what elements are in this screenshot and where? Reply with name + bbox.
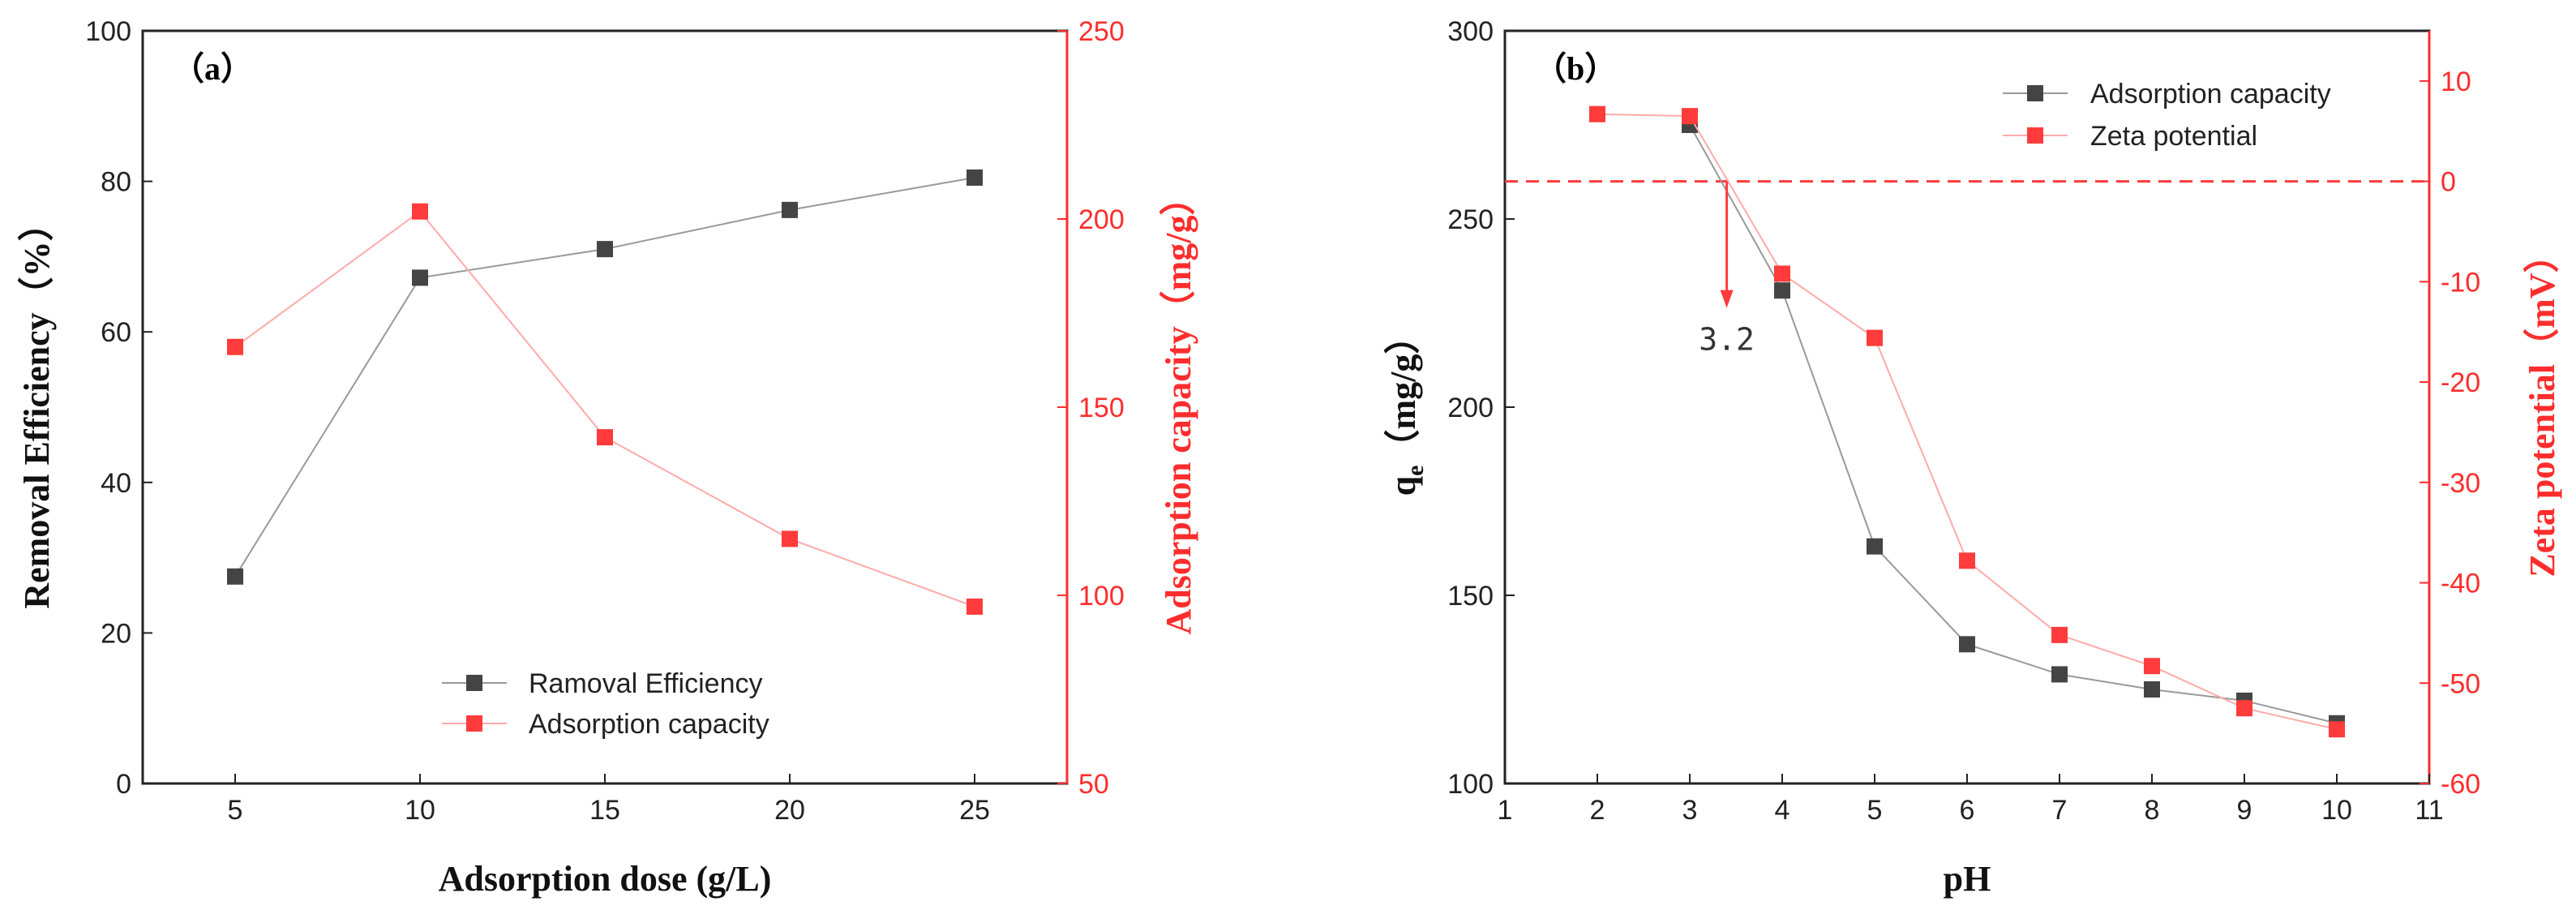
y-right-tick-label-a-2: 150	[1078, 393, 1125, 423]
x-tick-label-a-0: 5	[228, 795, 243, 826]
panel-b-left-axis-title-sub: e	[1402, 466, 1429, 476]
data-point-b-0-1	[1774, 282, 1790, 299]
legend-b-marker-2	[2027, 127, 2043, 144]
y-right-tick-label-b-2: -40	[2441, 569, 2480, 599]
y-left-tick-label-b-1: 150	[1447, 581, 1494, 612]
panel-b-frame	[1503, 29, 2431, 785]
panel-b-series	[1505, 105, 2429, 738]
panel-a-left-axis-title: Removal Efficiency（%）	[17, 205, 57, 608]
legend-a-label-2: Adsorption capacity	[529, 709, 769, 740]
panel-b: 1 2 3 4 5 6 7 8 9 10 11100150200250300-60-50-40-30…	[1383, 16, 2562, 899]
legend-a-marker-1	[466, 675, 482, 691]
x-tick-label-b-4: 5	[1867, 795, 1883, 826]
y-right-tick-label-a-0: 50	[1078, 769, 1109, 800]
data-point-b-1-3	[1867, 329, 1883, 346]
data-point-b-0-4	[2051, 666, 2068, 683]
x-tick-label-b-10: 11	[2415, 795, 2443, 826]
legend-b-label-2: Zeta potential	[2090, 121, 2257, 152]
legend-a-marker-2	[466, 715, 482, 732]
y-left-tick-label-b-2: 200	[1447, 393, 1494, 423]
panel-a-series	[227, 169, 983, 615]
data-point-a-1-3	[782, 530, 798, 547]
legend-a-label-1: Ramoval Efficiency	[529, 668, 763, 699]
data-point-a-0-0	[227, 568, 243, 585]
data-point-b-1-0	[1589, 105, 1605, 122]
data-point-b-1-5	[2051, 626, 2068, 643]
legend-b-marker-1	[2027, 85, 2043, 101]
data-point-b-0-3	[1959, 636, 1975, 653]
y-right-tick-label-b-5: -10	[2441, 267, 2480, 298]
panel-b-left-axis-title: qe（mg/g）	[1383, 319, 1429, 496]
x-tick-label-a-1: 10	[405, 795, 435, 826]
y-right-tick-label-a-3: 200	[1078, 204, 1125, 235]
ph-zero-point-annotation: 3.2	[1699, 322, 1755, 358]
panel-a-x-axis-title: Adsorption dose (g/L)	[439, 859, 772, 899]
annotation-arrow-head	[1720, 290, 1734, 308]
panel-b-legend: Adsorption capacity Zeta potential	[2003, 79, 2331, 152]
data-point-a-0-1	[412, 269, 428, 286]
x-tick-label-b-1: 2	[1590, 795, 1605, 826]
series-line-b-0	[1689, 124, 2338, 724]
y-left-tick-label-a-5: 100	[85, 16, 131, 47]
x-tick-label-b-2: 3	[1682, 795, 1698, 826]
data-point-b-0-2	[1867, 538, 1883, 555]
x-tick-label-b-7: 8	[2145, 795, 2160, 826]
data-point-a-0-4	[967, 169, 983, 186]
panel-b-left-axis-title-q: q	[1383, 475, 1423, 496]
data-point-b-1-6	[2144, 658, 2160, 675]
panel-a-label: （a）	[172, 50, 253, 87]
data-point-b-1-2	[1774, 265, 1790, 282]
panel-b-x-axis-title: pH	[1944, 859, 1991, 899]
series-line-a-0	[234, 176, 975, 577]
y-right-tick-label-a-4: 250	[1078, 16, 1125, 47]
x-tick-label-b-5: 6	[1960, 795, 1975, 826]
panel-b-ticks: 1 2 3 4 5 6 7 8 9 10 11100150200250300-60-50-40-30…	[1447, 16, 2480, 826]
y-left-tick-label-a-1: 20	[101, 618, 131, 649]
x-tick-label-b-6: 7	[2052, 795, 2068, 826]
x-tick-label-a-4: 25	[959, 795, 990, 826]
panel-b-left-axis-title-unit: （mg/g）	[1383, 319, 1423, 466]
data-point-b-1-7	[2236, 700, 2252, 717]
data-point-b-0-5	[2144, 681, 2160, 698]
panel-b-label: （b）	[1534, 50, 1617, 87]
panel-a-right-axis-title: Adsorption capacity（mg/g）	[1159, 180, 1198, 635]
y-right-tick-label-a-1: 100	[1078, 581, 1125, 612]
y-right-tick-label-b-3: -30	[2441, 468, 2480, 499]
data-point-a-1-1	[412, 203, 428, 220]
data-point-b-1-8	[2329, 721, 2345, 738]
y-right-tick-label-b-4: -20	[2441, 367, 2480, 398]
data-point-a-1-4	[967, 598, 983, 615]
y-right-tick-label-b-7: 10	[2441, 67, 2471, 97]
x-tick-label-b-0: 1	[1498, 795, 1513, 826]
x-tick-label-b-3: 4	[1775, 795, 1790, 826]
y-right-tick-label-b-1: -50	[2441, 668, 2480, 699]
x-tick-label-a-2: 15	[589, 795, 620, 826]
panel-a-legend: Ramoval Efficiency Adsorption capacity	[442, 668, 769, 740]
y-left-tick-label-b-3: 250	[1447, 204, 1494, 235]
data-point-a-1-2	[597, 429, 613, 446]
data-point-a-0-3	[782, 201, 798, 218]
y-left-tick-label-a-2: 40	[101, 468, 131, 499]
panel-b-right-axis-title: Zeta potential（mV）	[2522, 237, 2562, 577]
y-left-tick-label-a-3: 60	[101, 317, 131, 348]
series-line-a-1	[234, 210, 975, 607]
y-left-tick-label-a-4: 80	[101, 167, 131, 198]
y-right-tick-label-b-0: -60	[2441, 769, 2480, 800]
data-point-b-1-4	[1959, 552, 1975, 569]
data-point-a-1-0	[227, 338, 243, 355]
y-left-tick-label-a-0: 0	[116, 769, 131, 800]
x-tick-label-a-3: 20	[774, 795, 805, 826]
legend-b-label-1: Adsorption capacity	[2090, 79, 2331, 109]
y-left-tick-label-b-4: 300	[1447, 16, 1494, 47]
y-left-tick-label-b-0: 100	[1447, 769, 1494, 800]
x-tick-label-b-8: 9	[2237, 795, 2252, 826]
y-right-tick-label-b-6: 0	[2441, 167, 2456, 198]
data-point-a-0-2	[597, 241, 613, 258]
data-point-b-1-1	[1682, 108, 1698, 125]
x-tick-label-b-9: 10	[2321, 795, 2352, 826]
